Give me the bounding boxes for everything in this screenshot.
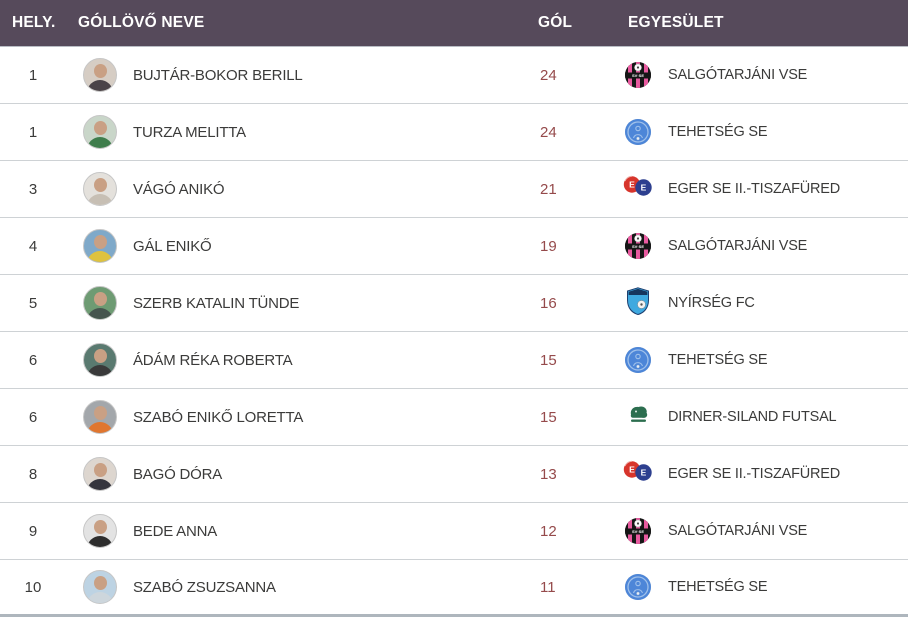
club-name: EGER SE II.-TISZAFÜRED [668,466,841,482]
table-row: 1 TURZA MELITTA 24 TEHETSÉG SE [0,104,908,161]
dirner-siland-badge [627,403,650,431]
goals-value: 24 [540,123,557,141]
club-badge: SV·SE [620,518,656,544]
club-badge [620,119,656,145]
club-name: TEHETSÉG SE [668,579,768,595]
table-row: 6 SZABÓ ENIKŐ LORETTA 15 DIRNER-SILAND F… [0,389,908,446]
rank-value: 8 [28,465,38,483]
player-photo [83,58,117,92]
goals-value: 24 [540,66,557,84]
player-photo [83,457,117,491]
player-photo [83,514,117,548]
goals-value: 11 [540,578,556,596]
player-name: BEDE ANNA [133,522,218,540]
nyirseg-fc-badge [626,286,650,320]
player-photo [83,343,117,377]
rank-value: 1 [28,123,38,141]
club-name: EGER SE II.-TISZAFÜRED [668,181,841,197]
club-name: NYÍRSÉG FC [668,295,755,311]
svg-text:SV·SE: SV·SE [632,244,644,249]
rank-value: 6 [28,351,38,369]
eger-se-badge: E E [620,458,656,490]
club-badge [620,403,656,431]
club-badge: SV·SE [620,62,656,88]
player-name: SZABÓ ENIKŐ LORETTA [133,408,304,426]
svg-text:E: E [641,468,647,478]
svg-text:SV·SE: SV·SE [632,529,644,534]
table-row: 10 SZABÓ ZSUZSANNA 11 TEHETSÉG SE [0,560,908,617]
player-name: ÁDÁM RÉKA ROBERTA [133,351,293,369]
player-name: VÁGÓ ANIKÓ [133,180,225,198]
table-row: 5 SZERB KATALIN TÜNDE 16 NYÍRSÉG FC [0,275,908,332]
player-name: SZABÓ ZSUZSANNA [133,578,276,596]
tehetseg-se-badge [625,119,651,145]
svg-text:SV·SE: SV·SE [632,73,644,78]
column-header-rank: HELY. [12,14,56,31]
rank-value: 6 [28,408,38,426]
club-name: TEHETSÉG SE [668,352,768,368]
player-photo [83,115,117,149]
svg-text:E: E [629,465,635,475]
club-name: SALGÓTARJÁNI VSE [668,238,808,254]
player-name: GÁL ENIKŐ [133,237,212,255]
svg-text:E: E [629,180,635,190]
player-photo [83,570,117,604]
tehetseg-se-badge [625,574,651,600]
player-photo [83,286,117,320]
eger-se-badge: E E [620,173,656,205]
club-badge [620,286,656,320]
goals-value: 15 [540,408,557,426]
tehetseg-se-badge [625,347,651,373]
club-badge: E E [620,173,656,205]
goals-value: 12 [540,522,557,540]
column-header-goals: GÓL [538,14,573,31]
club-badge [620,574,656,600]
rank-value: 9 [28,522,38,540]
goals-value: 19 [540,237,557,255]
player-name: SZERB KATALIN TÜNDE [133,294,300,312]
table-header-row: HELY. GÓLLÖVŐ NEVE GÓL EGYESÜLET [0,0,908,47]
club-name: TEHETSÉG SE [668,124,768,140]
goals-value: 15 [540,351,557,369]
column-header-player: GÓLLÖVŐ NEVE [78,14,205,31]
club-badge: E E [620,458,656,490]
rank-value: 10 [24,578,42,596]
club-name: SALGÓTARJÁNI VSE [668,523,808,539]
club-name: SALGÓTARJÁNI VSE [668,67,808,83]
svg-text:E: E [641,183,647,193]
goals-value: 13 [540,465,557,483]
club-badge [620,347,656,373]
table-row: 4 GÁL ENIKŐ 19 SV·SE SALGÓTARJÁNI VSE [0,218,908,275]
rank-value: 4 [28,237,38,255]
salgotarjani-vse-badge: SV·SE [625,233,651,259]
club-name: DIRNER-SILAND FUTSAL [668,409,837,425]
table-row: 3 VÁGÓ ANIKÓ 21 E E EGER SE II.-TISZAFÜR… [0,161,908,218]
table-row: 1 BUJTÁR-BOKOR BERILL 24 SV·SE SALGÓTARJ… [0,47,908,104]
player-name: TURZA MELITTA [133,123,246,141]
player-photo [83,400,117,434]
rank-value: 1 [28,66,38,84]
player-name: BUJTÁR-BOKOR BERILL [133,66,303,84]
column-header-club: EGYESÜLET [628,14,724,31]
salgotarjani-vse-badge: SV·SE [625,62,651,88]
table-row: 6 ÁDÁM RÉKA ROBERTA 15 TEHETSÉG SE [0,332,908,389]
rank-value: 5 [28,294,38,312]
player-photo [83,172,117,206]
rank-value: 3 [28,180,38,198]
goals-value: 16 [540,294,557,312]
club-badge: SV·SE [620,233,656,259]
table-row: 9 BEDE ANNA 12 SV·SE SALGÓTARJÁNI VSE [0,503,908,560]
player-photo [83,229,117,263]
table-row: 8 BAGÓ DÓRA 13 E E EGER SE II.-TISZAFÜRE… [0,446,908,503]
goals-value: 21 [540,180,557,198]
player-name: BAGÓ DÓRA [133,465,223,483]
salgotarjani-vse-badge: SV·SE [625,518,651,544]
